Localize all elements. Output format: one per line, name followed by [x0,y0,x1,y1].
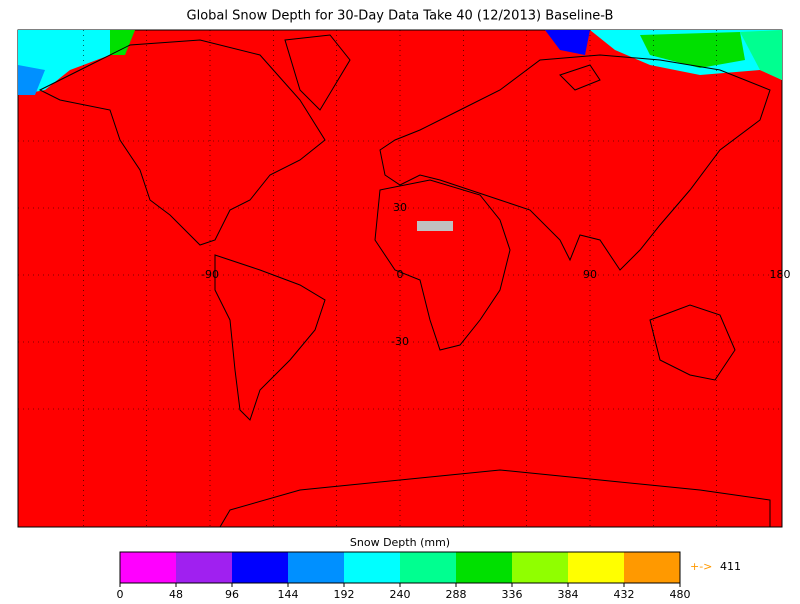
longitude-label: 180 [770,268,791,281]
colorbar-tick-label: 480 [670,588,691,600]
color-bin [400,552,456,583]
colorbar-tick-label: 96 [225,588,239,600]
colorbar-tick-label: 192 [334,588,355,600]
colorbar-tick-label: 432 [614,588,635,600]
latitude-label: -30 [391,335,409,348]
colorbar-tick-label: 144 [278,588,299,600]
longitude-label: 0 [397,268,404,281]
snow-patch [18,30,120,95]
colorbar-tick-label: 384 [558,588,579,600]
latitude-label: 30 [393,201,407,214]
color-bin [288,552,344,583]
missing-data [417,221,453,231]
color-bin [568,552,624,583]
colorbar-label: Snow Depth (mm) [350,536,450,549]
snow-patch [640,32,745,68]
colorbar-tick-label: 0 [117,588,124,600]
color-bin [512,552,568,583]
snow-patch [110,30,135,55]
snow-patch [18,65,45,95]
longitude-label: 90 [583,268,597,281]
colorbar-tick-label: 48 [169,588,183,600]
color-bin [456,552,512,583]
color-bin [176,552,232,583]
snow-patch [545,30,590,55]
colorbar-tick-label: 336 [502,588,523,600]
snow-patch [740,30,782,80]
max-arrow: +-> [690,560,712,573]
color-bin [344,552,400,583]
color-bin [120,552,176,583]
color-bin [232,552,288,583]
title: Global Snow Depth for 30-Day Data Take 4… [187,9,614,24]
longitude-label: -90 [201,268,219,281]
max-value: 411 [720,560,741,573]
map-area [17,29,783,528]
coastlines [38,34,771,528]
colorbar-tick-label: 240 [390,588,411,600]
colorbar-tick-label: 288 [446,588,467,600]
color-bin [624,552,680,583]
